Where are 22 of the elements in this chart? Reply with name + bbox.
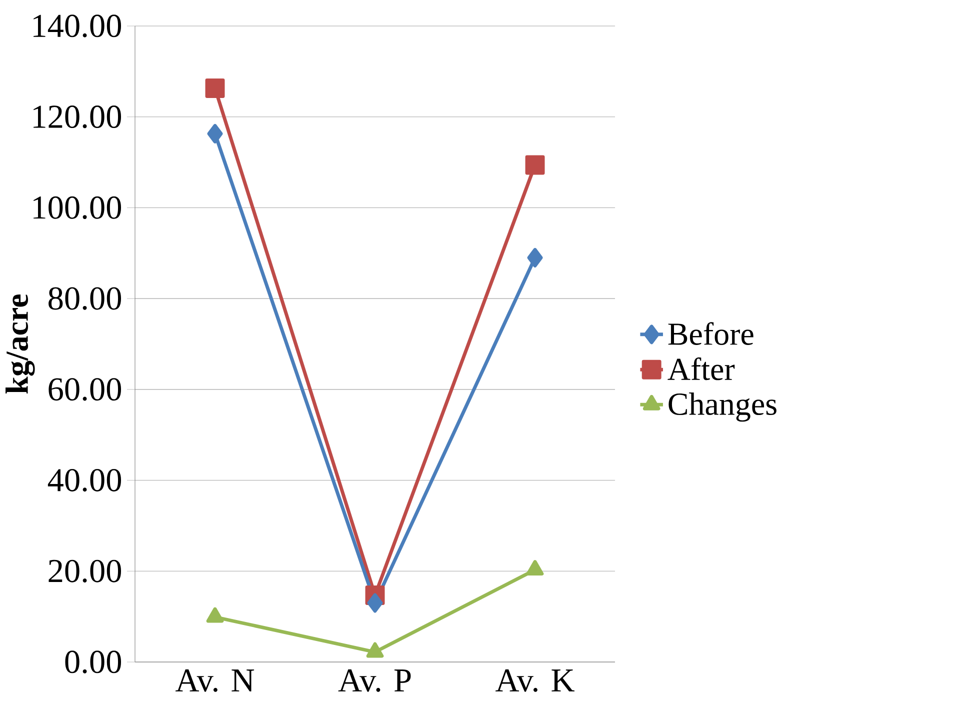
- point: [525, 155, 545, 175]
- y-tick-label: 140.00: [34, 14, 122, 38]
- y-tick-label: 100.00: [34, 196, 122, 220]
- point: [366, 642, 384, 658]
- x-tick-label: Av. P: [338, 669, 411, 692]
- point: [527, 248, 543, 268]
- y-tick-label: 0.00: [65, 650, 122, 674]
- point: [207, 124, 223, 144]
- legend-label: Before: [668, 322, 754, 345]
- point: [205, 78, 225, 98]
- y-axis-title: kg/acre: [6, 294, 35, 394]
- y-tick-label: 60.00: [48, 378, 122, 401]
- y-tick-label: 40.00: [48, 468, 122, 492]
- point: [206, 607, 224, 623]
- y-tick-label: 120.00: [34, 106, 122, 128]
- x-tick-label: Av. N: [176, 669, 254, 692]
- y-tick-label: 20.00: [48, 560, 122, 582]
- point: [526, 560, 544, 576]
- legend-label: After: [668, 357, 735, 380]
- x-tick-label: Av. K: [496, 669, 574, 692]
- legend-label: Changes: [668, 392, 776, 422]
- y-tick-label: 80.00: [48, 287, 122, 310]
